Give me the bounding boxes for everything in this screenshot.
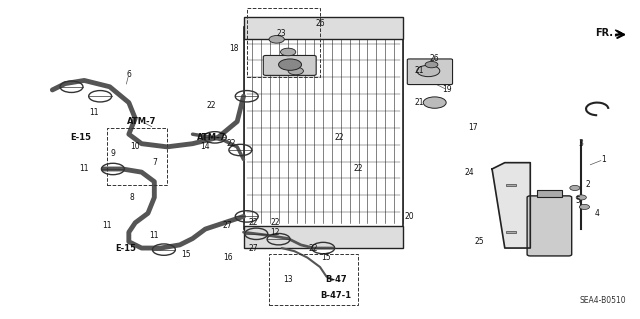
Text: 14: 14 (200, 142, 210, 151)
Text: 22: 22 (271, 218, 280, 227)
Text: 22: 22 (207, 101, 216, 110)
Bar (244, 27, 403, 229)
Text: 17: 17 (468, 123, 477, 132)
Circle shape (425, 62, 438, 68)
Bar (246, 8, 320, 77)
Text: 22: 22 (353, 165, 363, 174)
Text: 23: 23 (277, 28, 287, 38)
Text: 21: 21 (414, 98, 424, 107)
Circle shape (417, 65, 440, 77)
Circle shape (278, 59, 301, 70)
Text: 6: 6 (126, 70, 131, 78)
Text: 3: 3 (579, 139, 584, 148)
Text: 16: 16 (223, 253, 232, 262)
Text: 26: 26 (315, 19, 325, 28)
Text: 22: 22 (248, 218, 258, 227)
Text: 27: 27 (248, 243, 258, 253)
Text: 11: 11 (150, 231, 159, 240)
Text: 19: 19 (443, 85, 452, 94)
Circle shape (423, 97, 446, 108)
Circle shape (288, 67, 303, 75)
Text: FR.: FR. (595, 28, 613, 38)
Circle shape (570, 185, 580, 190)
Text: 7: 7 (152, 158, 157, 167)
Text: 5: 5 (575, 196, 580, 205)
Text: 22: 22 (334, 133, 344, 142)
Circle shape (269, 35, 284, 43)
Text: E-15: E-15 (70, 133, 92, 142)
Bar (244, 17, 403, 39)
Text: 8: 8 (130, 193, 134, 202)
Text: 26: 26 (430, 54, 440, 63)
Text: 21: 21 (414, 66, 424, 76)
Text: 22: 22 (226, 139, 236, 148)
FancyBboxPatch shape (407, 59, 452, 85)
Circle shape (576, 195, 586, 200)
Text: E-15: E-15 (115, 243, 136, 253)
Text: 11: 11 (89, 108, 99, 116)
FancyBboxPatch shape (527, 196, 572, 256)
Bar (506, 184, 516, 186)
FancyBboxPatch shape (263, 56, 316, 75)
Bar (506, 231, 516, 234)
Text: 22: 22 (309, 243, 318, 253)
Text: ATM-7: ATM-7 (127, 117, 156, 126)
Text: 18: 18 (229, 44, 239, 53)
Text: 2: 2 (585, 180, 590, 189)
Text: 27: 27 (223, 221, 232, 230)
Text: 20: 20 (404, 212, 414, 221)
Bar (269, 254, 358, 305)
Text: 13: 13 (284, 275, 293, 284)
Bar (106, 128, 167, 185)
Text: 11: 11 (102, 221, 111, 230)
Text: B-47: B-47 (325, 275, 347, 284)
Text: 9: 9 (111, 149, 115, 158)
Text: ATM-7: ATM-7 (197, 133, 227, 142)
Text: 11: 11 (79, 165, 89, 174)
Text: 15: 15 (321, 253, 331, 262)
Circle shape (280, 48, 296, 56)
Text: 4: 4 (595, 209, 600, 218)
Polygon shape (492, 163, 531, 248)
Circle shape (579, 204, 589, 210)
Bar (537, 189, 562, 197)
Bar (244, 226, 403, 248)
Text: 15: 15 (181, 250, 191, 259)
Text: 25: 25 (474, 237, 484, 246)
Text: 24: 24 (465, 168, 474, 177)
Text: 12: 12 (271, 228, 280, 237)
Text: SEA4-B0510: SEA4-B0510 (579, 296, 626, 305)
Text: 1: 1 (601, 155, 606, 164)
Text: 10: 10 (131, 142, 140, 151)
Text: B-47-1: B-47-1 (321, 291, 351, 300)
